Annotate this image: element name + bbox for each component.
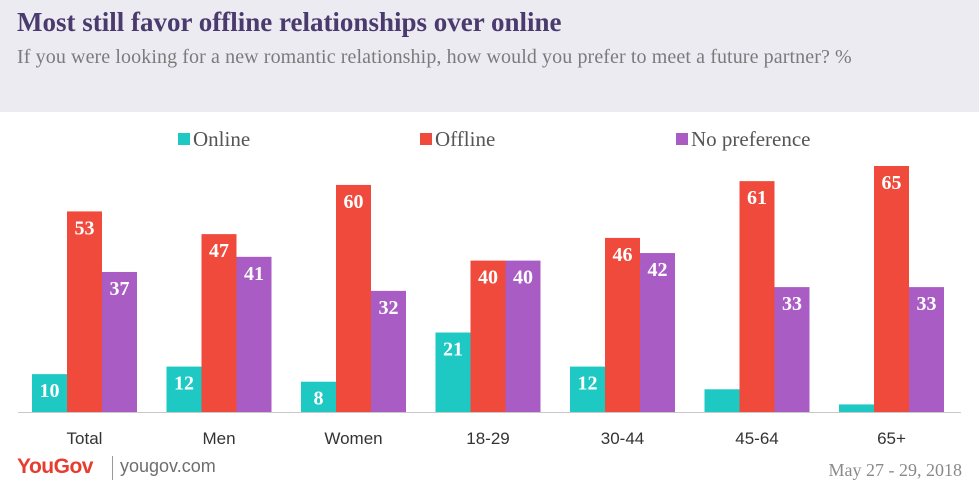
survey-date: May 27 - 29, 2018 [828,460,963,480]
data-label-no-preference-total: 37 [110,278,130,300]
category-label-45-64: 45-64 [735,429,778,448]
bar-no-preference-45-64 [774,287,810,412]
data-label-offline-65: 65 [882,172,902,194]
legend-swatch-no-preference [676,133,688,145]
yougov-logo: YouGov [17,455,93,478]
bar-offline-45-64 [739,181,775,412]
chart-subtitle: If you were looking for a new romantic r… [17,46,852,68]
bar-offline-men [201,234,237,412]
legend-swatch-offline [420,133,432,145]
data-label-no-preference-65: 33 [917,293,937,315]
data-label-offline-men: 47 [209,240,229,262]
data-label-online-women: 8 [314,388,324,410]
data-label-offline-45-64: 61 [747,187,767,209]
header-band [0,0,979,112]
category-label-men: Men [202,429,235,448]
bar-online-18-29 [435,332,471,412]
bar-offline-65 [874,166,909,412]
chart-title: Most still favor offline relationships o… [17,7,562,37]
footer-url: yougov.com [120,456,216,476]
legend-label-online: Online [193,127,250,151]
bar-offline-30-44 [605,237,640,412]
data-label-online-65: 2 [852,383,862,405]
bar-no-preference-65 [909,287,944,412]
data-label-offline-women: 60 [344,191,364,213]
data-label-online-30-44: 12 [578,373,598,395]
footer-divider [112,456,113,480]
category-label-30-44: 30-44 [601,429,644,448]
bar-no-preference-18-29 [505,260,541,412]
data-label-online-18-29: 21 [443,339,463,361]
data-label-online-total: 10 [40,380,60,402]
data-label-online-45-64: 6 [717,368,727,390]
category-label-65: 65+ [877,429,906,448]
legend-swatch-online [178,133,190,145]
data-label-offline-18-29: 40 [478,267,498,289]
data-label-no-preference-30-44: 42 [648,259,668,281]
category-label-women: Women [324,429,382,448]
bar-online-total [32,374,67,412]
data-label-online-men: 12 [174,373,194,395]
bar-no-preference-women [371,290,406,412]
data-label-offline-30-44: 46 [613,244,633,266]
bar-online-65 [839,404,874,412]
bar-no-preference-total [102,271,137,412]
category-label-total: Total [67,429,103,448]
data-label-no-preference-women: 32 [379,297,399,319]
data-label-no-preference-45-64: 33 [782,293,802,315]
bar-online-men [166,366,202,412]
category-label-18-29: 18-29 [466,429,509,448]
bar-online-women [301,381,336,412]
bar-no-preference-men [236,256,272,412]
bar-offline-women [336,184,371,412]
data-label-no-preference-men: 41 [244,263,264,285]
bar-offline-18-29 [470,260,506,412]
bar-online-45-64 [704,389,740,412]
bar-online-30-44 [570,366,605,412]
bar-offline-total [67,211,102,412]
bar-no-preference-30-44 [640,253,675,412]
legend-label-no-preference: No preference [691,127,811,151]
data-label-no-preference-18-29: 40 [513,267,533,289]
data-label-offline-total: 53 [75,217,95,239]
legend-label-offline: Offline [435,127,495,151]
